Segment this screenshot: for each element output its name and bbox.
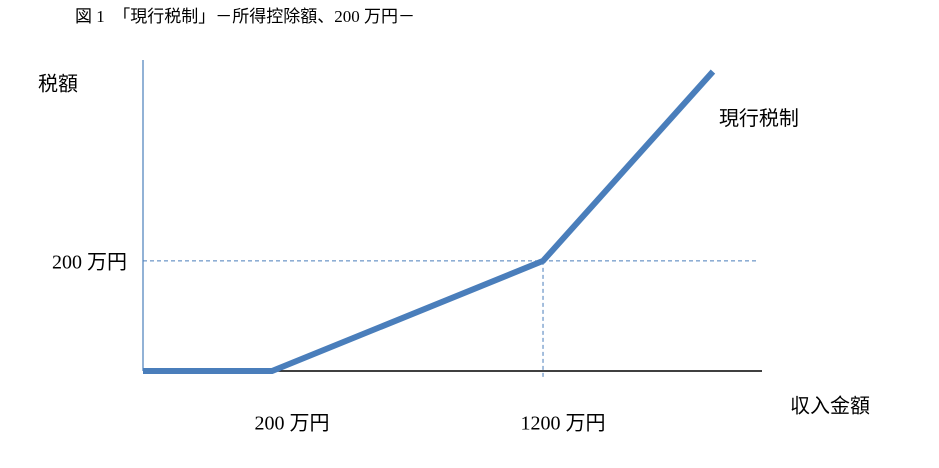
x-axis-label: 収入金額 — [790, 395, 870, 418]
y-tick-label: 200 万円 — [52, 252, 127, 274]
line — [143, 69, 716, 374]
series-label: 現行税制 — [719, 107, 799, 130]
x-tick-label: 200 万円 — [255, 413, 330, 435]
chart-title: 図 1 「現行税制」－所得控除額、200 万円－ — [75, 7, 415, 26]
x-tick-label: 1200 万円 — [521, 413, 606, 435]
y-axis-label: 税額 — [38, 73, 78, 96]
